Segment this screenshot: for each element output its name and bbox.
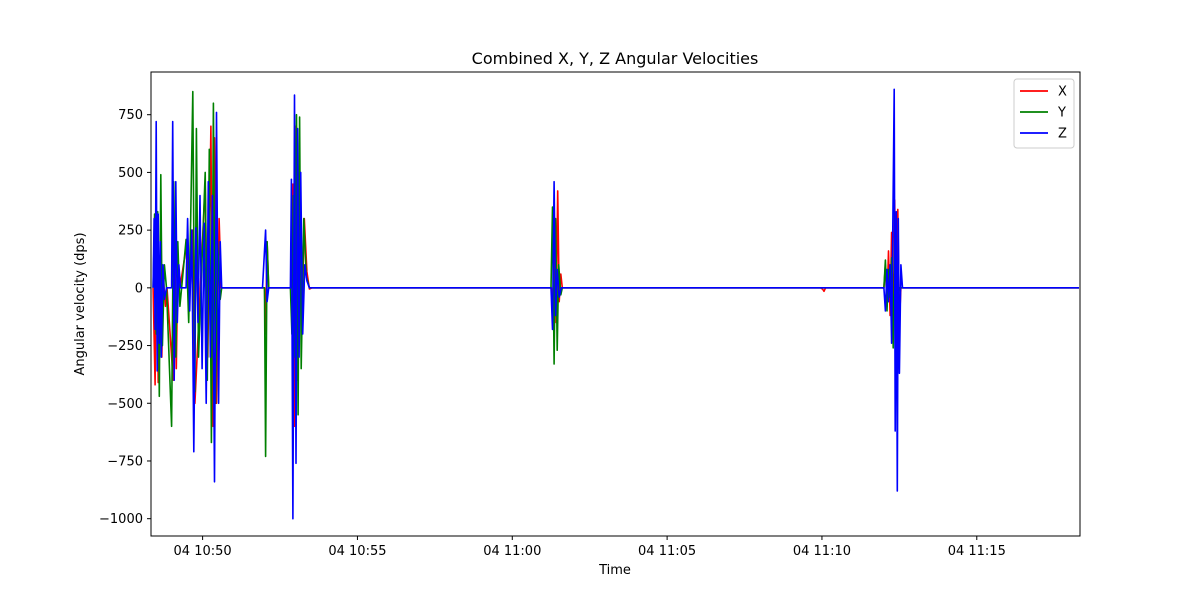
y-tick-label: −1000	[99, 512, 143, 527]
legend-label-x: X	[1058, 85, 1067, 100]
x-tick-label: 04 11:10	[793, 544, 851, 559]
legend-box	[1013, 78, 1075, 149]
y-tick-label: −750	[107, 454, 143, 469]
y-axis: 750 500 250 0 −250 −500 −750 −1000	[99, 108, 151, 527]
series-layer	[152, 88, 1079, 520]
chart-title: Combined X, Y, Z Angular Velocities	[472, 49, 759, 68]
x-axis: 04 10:50 04 10:55 04 11:00 04 11:05 04 11:10…	[174, 536, 1006, 559]
x-tick-label: 04 11:05	[638, 544, 696, 559]
y-tick-label: 500	[118, 166, 143, 181]
plot-frame	[150, 71, 1081, 537]
y-axis-label: Angular velocity (dps)	[73, 232, 88, 375]
x-axis-label: Time	[598, 563, 631, 578]
legend-label-z: Z	[1058, 127, 1067, 142]
y-tick-label: −250	[107, 339, 143, 354]
y-tick-label: 750	[118, 108, 143, 123]
x-tick-label: 04 11:15	[948, 544, 1006, 559]
x-tick-label: 04 10:50	[174, 544, 232, 559]
x-tick-label: 04 11:00	[483, 544, 541, 559]
y-tick-label: −500	[107, 397, 143, 412]
series-line-z	[152, 88, 1079, 520]
y-tick-label: 250	[118, 224, 143, 239]
y-tick-label: 0	[135, 281, 143, 296]
x-tick-label: 04 10:55	[328, 544, 386, 559]
legend: XYZ	[1013, 78, 1075, 149]
legend-label-y: Y	[1057, 106, 1066, 121]
